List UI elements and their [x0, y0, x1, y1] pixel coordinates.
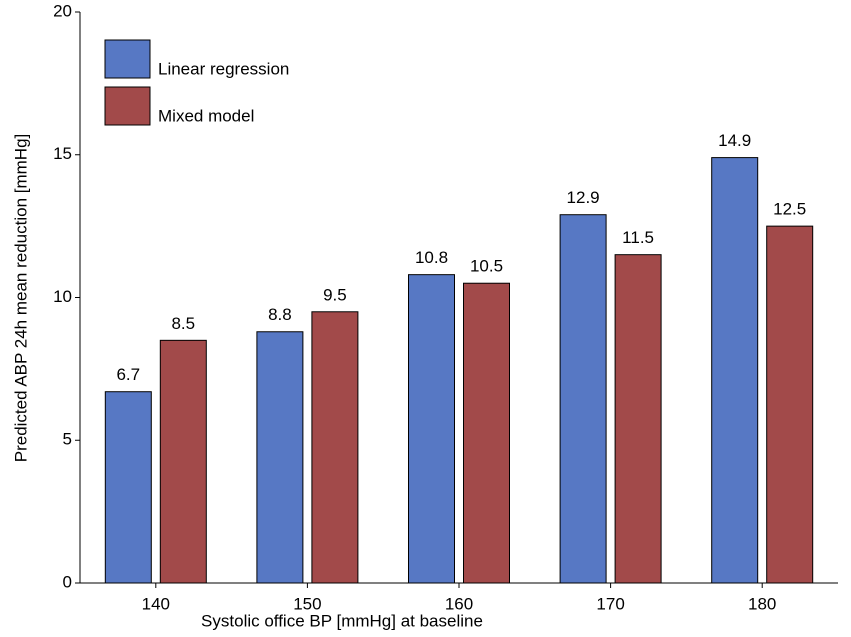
- bar: [766, 225, 814, 584]
- data-label: 12.5: [773, 200, 806, 219]
- bar: [311, 311, 359, 584]
- bar: [256, 331, 304, 584]
- bar: [559, 214, 607, 584]
- bar: [711, 157, 759, 584]
- data-label: 9.5: [323, 285, 347, 304]
- data-label: 11.5: [622, 228, 654, 247]
- data-label: 8.8: [268, 305, 292, 324]
- x-tick-label: 150: [293, 594, 321, 613]
- bar: [104, 391, 152, 584]
- y-tick-label: 20: [53, 1, 72, 20]
- bar: [159, 339, 207, 584]
- x-tick-label: 140: [142, 594, 170, 613]
- data-label: 10.5: [470, 257, 503, 276]
- data-label: 12.9: [567, 188, 600, 207]
- x-axis-label: Systolic office BP [mmHg] at baseline: [201, 611, 483, 630]
- legend-swatch: [104, 39, 151, 79]
- y-axis-label: Predicted ABP 24h mean reduction [mmHg]: [11, 134, 30, 463]
- x-tick-label: 180: [748, 594, 776, 613]
- legend-label: Linear regression: [158, 59, 289, 78]
- y-tick-label: 5: [63, 430, 72, 449]
- data-label: 14.9: [718, 131, 751, 150]
- bar: [408, 274, 455, 584]
- y-tick-label: 0: [63, 572, 72, 591]
- data-label: 10.8: [415, 248, 448, 267]
- bar: [614, 254, 662, 584]
- bar: [463, 282, 510, 584]
- data-label: 6.7: [116, 365, 140, 384]
- legend-label: Mixed model: [158, 106, 254, 125]
- y-tick-label: 15: [53, 144, 72, 163]
- data-label: 8.5: [171, 314, 195, 333]
- x-tick-label: 170: [596, 594, 624, 613]
- legend-swatch: [104, 86, 151, 126]
- y-tick-label: 10: [53, 287, 72, 306]
- x-tick-label: 160: [445, 594, 473, 613]
